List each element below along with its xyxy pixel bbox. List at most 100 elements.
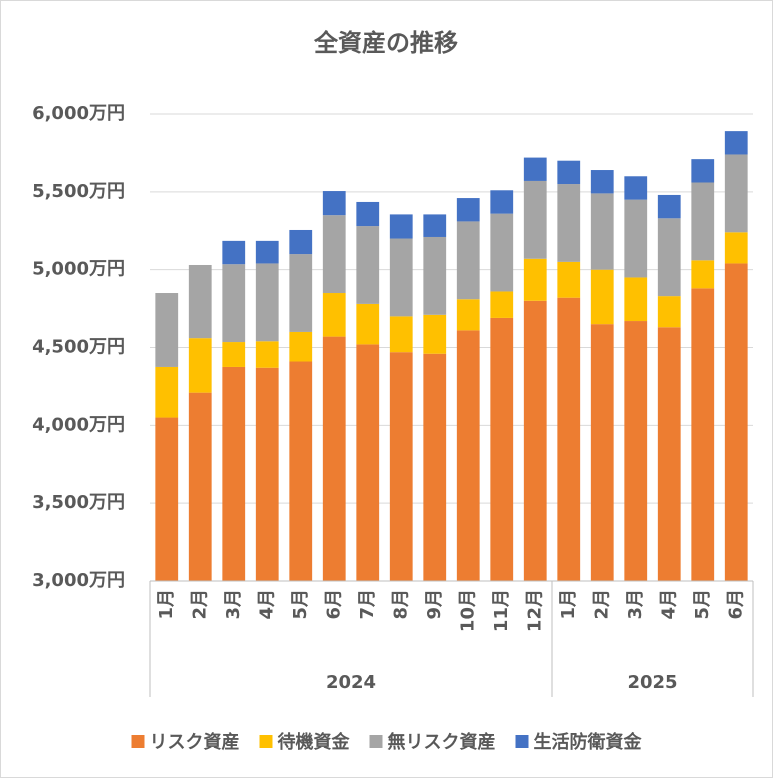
- legend-label: 無リスク資産: [388, 731, 496, 753]
- bar-segment: [188, 264, 212, 339]
- x-tick-label: 7月: [357, 589, 378, 620]
- x-tick-label: 1月: [156, 589, 177, 620]
- x-tick-label: 9月: [424, 589, 445, 620]
- bar-segment: [691, 260, 715, 289]
- x-tick-label: 3月: [625, 589, 646, 620]
- legend-swatch: [515, 735, 529, 748]
- bar-segment: [423, 353, 447, 581]
- legend-swatch: [131, 735, 145, 748]
- bar-segment: [356, 226, 380, 304]
- legend-swatch: [369, 735, 383, 748]
- bar-segment: [724, 232, 748, 264]
- y-tick-label: 3,000万円: [32, 570, 125, 591]
- bar-segment: [423, 214, 447, 237]
- bar-segment: [657, 327, 681, 581]
- bar-segment: [624, 321, 648, 581]
- bar-segment: [322, 336, 346, 581]
- bar-segment: [155, 293, 179, 367]
- bar-segment: [289, 331, 313, 362]
- x-tick-label: 1月: [558, 589, 579, 620]
- bar-segment: [255, 240, 279, 264]
- y-tick-label: 4,000万円: [32, 414, 125, 435]
- bar-segment: [389, 238, 413, 317]
- bar-segment: [423, 314, 447, 354]
- y-tick-label: 5,500万円: [32, 181, 125, 202]
- bar-segment: [188, 392, 212, 581]
- x-tick-label: 12月: [524, 589, 545, 632]
- y-tick-label: 4,500万円: [32, 337, 125, 358]
- x-tick-label: 11月: [491, 589, 512, 632]
- bar-segment: [490, 317, 514, 581]
- x-tick-label: 5月: [290, 589, 311, 620]
- group-label: 2024: [326, 672, 376, 693]
- x-tick-label: 2月: [189, 589, 210, 620]
- bar-segment: [490, 190, 514, 214]
- bar-segment: [322, 191, 346, 216]
- bar-segment: [389, 316, 413, 353]
- bar-segment: [557, 160, 581, 185]
- bar-segment: [590, 170, 614, 194]
- bar-segment: [289, 254, 313, 332]
- bar-segment: [322, 293, 346, 337]
- bar-segment: [657, 218, 681, 297]
- bar-segment: [624, 176, 648, 200]
- legend-swatch: [259, 735, 273, 748]
- bar-segment: [490, 291, 514, 318]
- bar-segment: [356, 344, 380, 581]
- legend-label: 生活防衛資金: [534, 731, 643, 753]
- bar-segment: [590, 324, 614, 581]
- bar-segment: [557, 184, 581, 262]
- bar-segment: [255, 367, 279, 581]
- bar-segment: [389, 214, 413, 239]
- bar-segment: [691, 288, 715, 581]
- bar-segment: [456, 330, 480, 581]
- legend-label: リスク資産: [150, 731, 240, 753]
- bar-segment: [289, 229, 313, 255]
- bar-segment: [724, 154, 748, 233]
- bar-segment: [691, 182, 715, 261]
- bar-segment: [255, 341, 279, 368]
- bar-segment: [523, 258, 547, 301]
- y-tick-label: 5,000万円: [32, 259, 125, 280]
- y-tick-label: 3,500万円: [32, 492, 125, 513]
- bar-segment: [456, 221, 480, 300]
- bar-segment: [624, 277, 648, 322]
- x-tick-label: 5月: [692, 589, 713, 620]
- x-tick-label: 6月: [725, 589, 746, 620]
- bar-segment: [389, 352, 413, 581]
- bar-segment: [490, 213, 514, 292]
- bar-segment: [557, 297, 581, 581]
- bar-segment: [557, 261, 581, 298]
- bar-segment: [523, 300, 547, 581]
- x-tick-label: 3月: [223, 589, 244, 620]
- bar-segment: [188, 338, 212, 393]
- bar-segment: [456, 299, 480, 331]
- bar-segment: [523, 157, 547, 181]
- bar-segment: [657, 296, 681, 328]
- bar-segment: [289, 361, 313, 581]
- bar-segment: [624, 199, 648, 278]
- bar-segment: [222, 264, 246, 343]
- chart-title: 全資産の推移: [313, 29, 458, 57]
- bar-segment: [724, 263, 748, 581]
- bar-segment: [222, 366, 246, 581]
- x-tick-label: 6月: [323, 589, 344, 620]
- bar-segment: [356, 201, 380, 227]
- bar-segment: [456, 198, 480, 222]
- bar-segment: [423, 236, 447, 315]
- legend-label: 待機資金: [278, 731, 351, 753]
- bar-segment: [691, 159, 715, 183]
- bar-segment: [590, 193, 614, 270]
- bar-segment: [523, 180, 547, 259]
- y-tick-label: 6,000万円: [32, 103, 125, 124]
- bar-segment: [724, 131, 748, 155]
- bar-segment: [155, 366, 179, 418]
- bar-segment: [222, 240, 246, 265]
- bar-segment: [155, 417, 179, 581]
- x-tick-label: 4月: [256, 589, 277, 620]
- bar-segment: [590, 269, 614, 325]
- x-tick-label: 10月: [457, 589, 478, 632]
- x-tick-label: 8月: [390, 589, 411, 620]
- bar-segment: [322, 215, 346, 294]
